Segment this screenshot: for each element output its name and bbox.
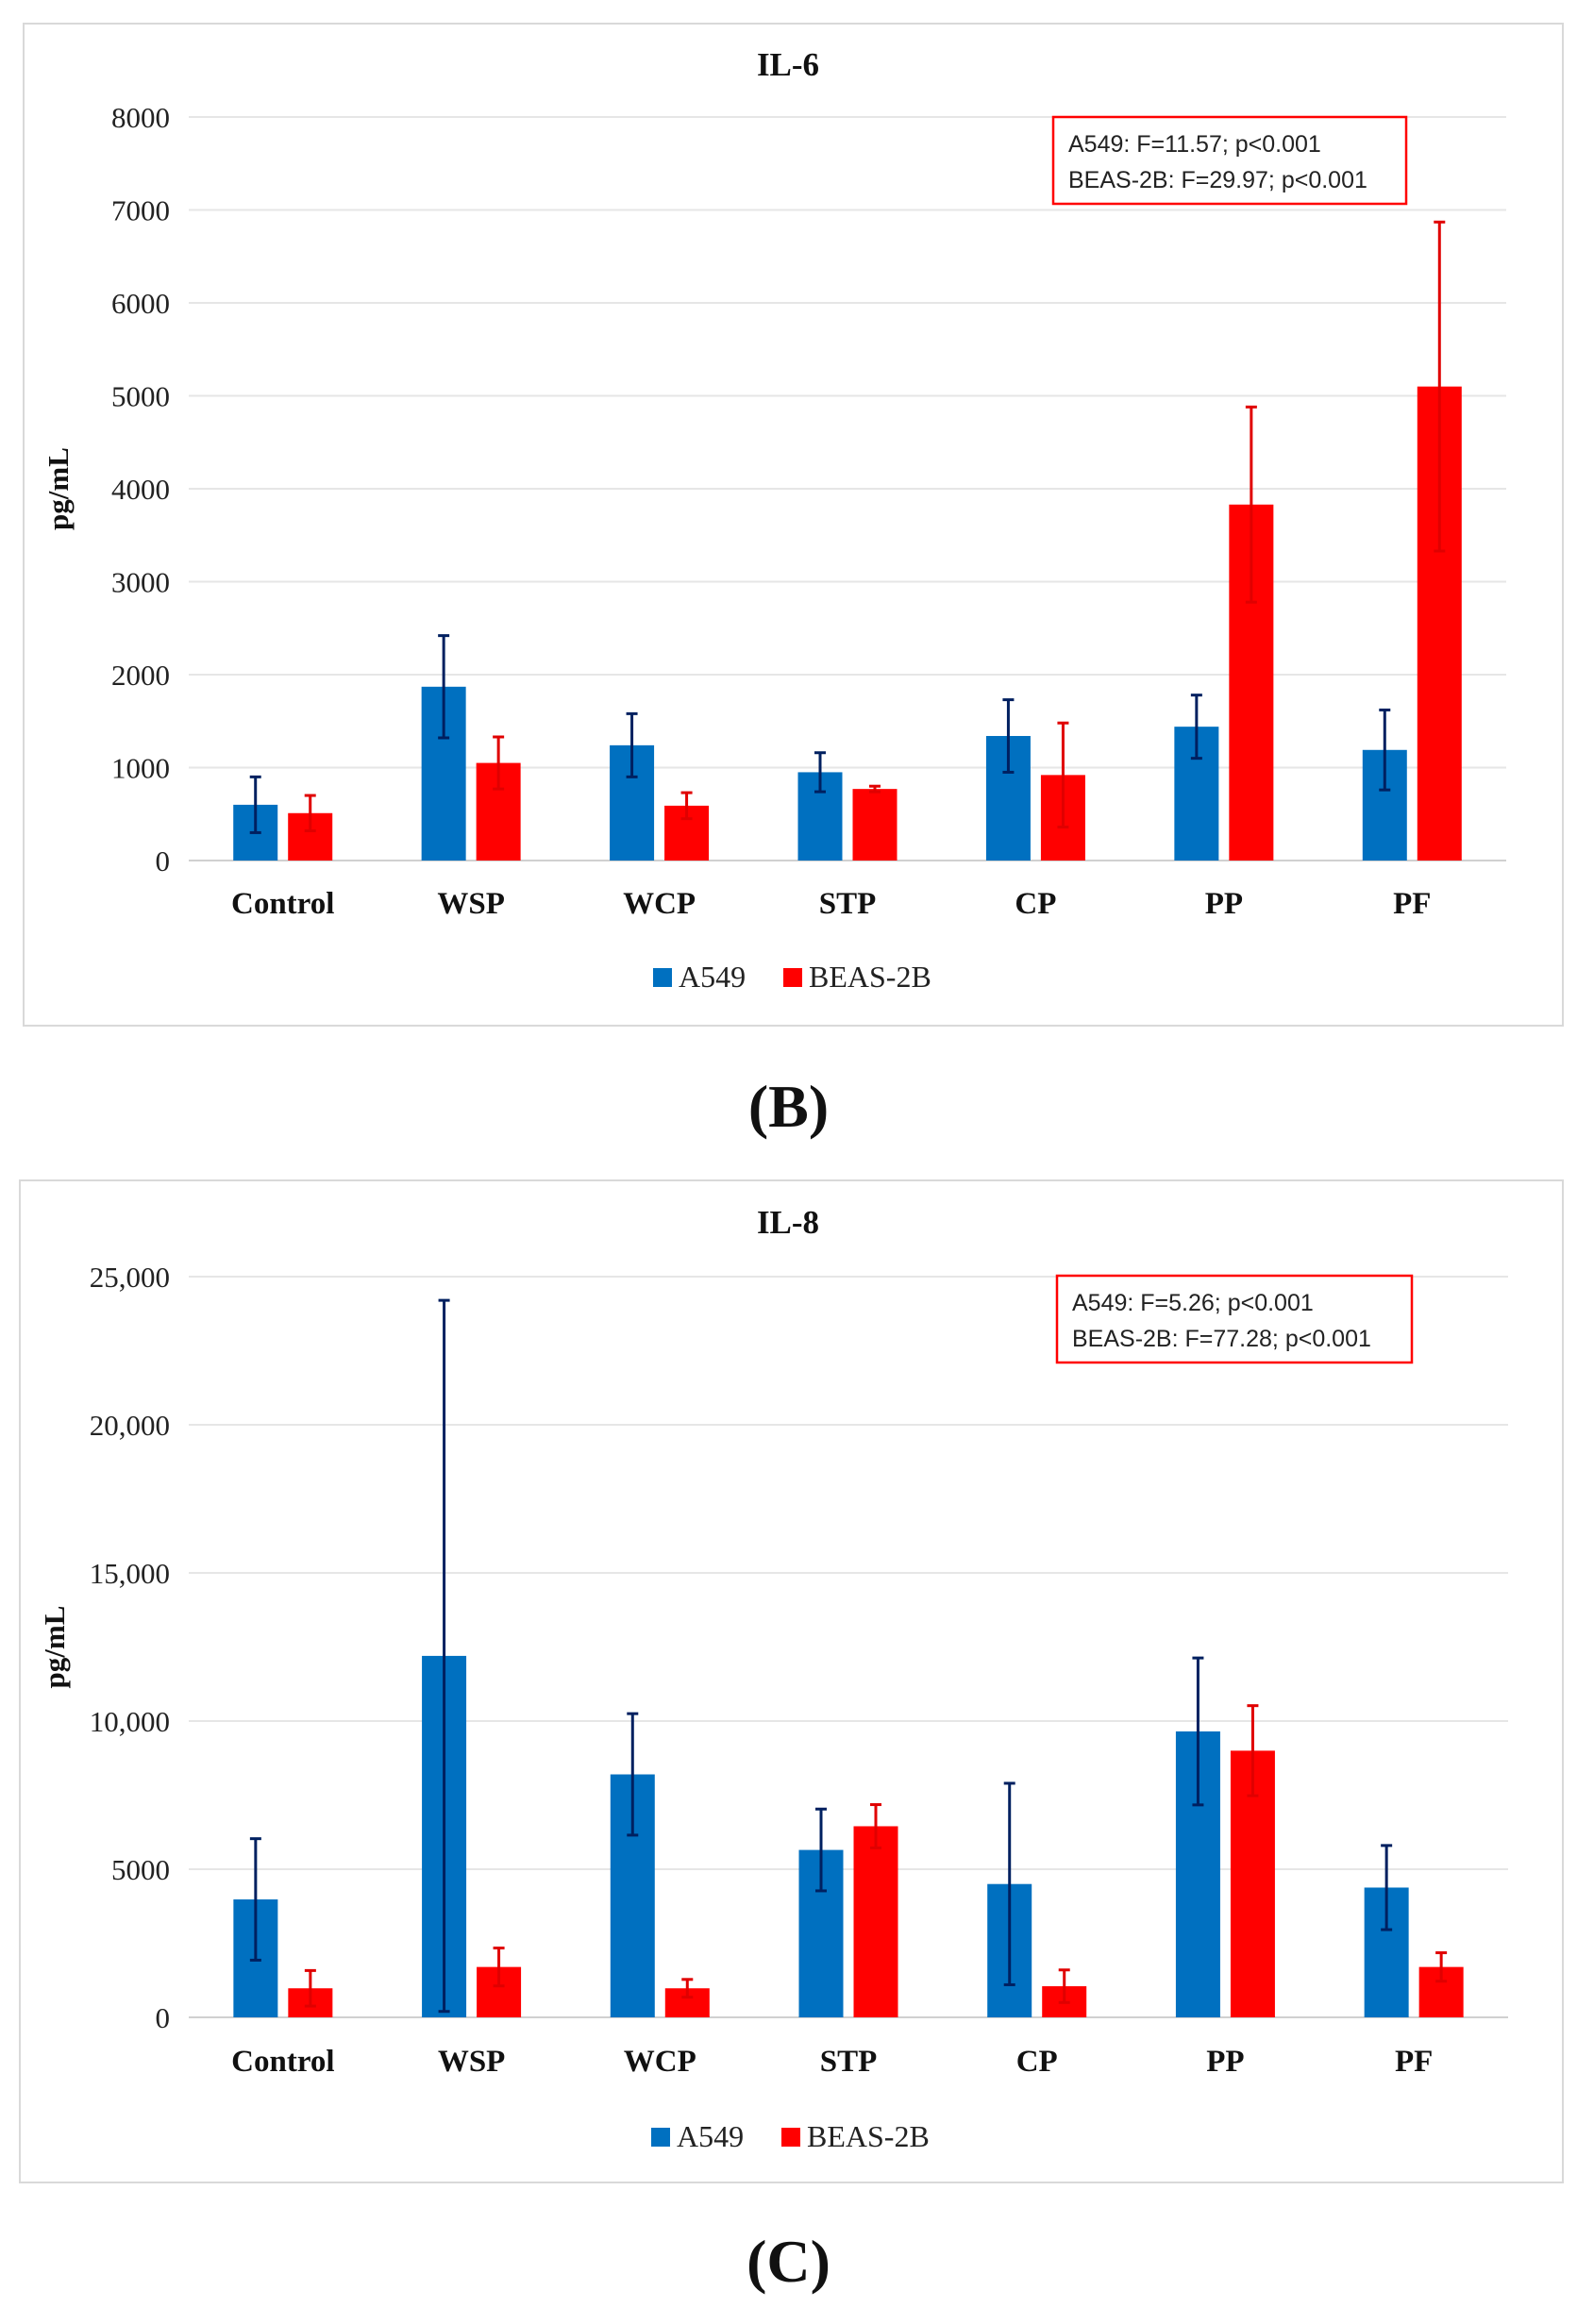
y-tick-label: 5000	[111, 1853, 170, 1886]
y-tick-label: 5000	[111, 380, 170, 413]
y-tick-label: 0	[156, 2001, 171, 2034]
category-label: WSP	[437, 887, 505, 921]
category-label: STP	[819, 887, 877, 921]
y-tick-label: 3000	[111, 566, 170, 599]
legend-swatch-a549	[653, 968, 672, 987]
category-label: PF	[1393, 887, 1431, 921]
beas2b-bar-stp	[853, 1826, 898, 2017]
category-label: PF	[1395, 2045, 1433, 2079]
y-tick-label: 2000	[111, 659, 170, 692]
y-tick-label: 6000	[111, 287, 170, 320]
category-label: WSP	[438, 2045, 506, 2079]
il8-bar-chart: 0 5000 10,000 15,000 20,000 25,000 IL-8 pg/mL Co…	[38, 1204, 1508, 2153]
legend-label: A549	[679, 960, 746, 994]
category-label: PP	[1206, 2045, 1244, 2079]
legend-swatch-a549	[651, 2128, 670, 2147]
category-label: WCP	[624, 2045, 696, 2079]
y-tick-label: 4000	[111, 473, 170, 506]
panel-label-c: (C)	[747, 2228, 830, 2295]
y-tick-label: 7000	[111, 194, 170, 227]
stats-annotation-line: BEAS-2B: F=29.97; p<0.001	[1068, 167, 1367, 193]
legend-swatch-beas2b	[781, 2128, 800, 2147]
y-tick-label: 20,000	[90, 1409, 170, 1442]
y-axis-label: pg/mL	[38, 1606, 71, 1689]
category-label: CP	[1015, 887, 1056, 921]
y-tick-label: 8000	[111, 101, 170, 134]
stats-annotation-line: A549: F=5.26; p<0.001	[1072, 1290, 1314, 1316]
il6-bar-chart: 0 1000 2000 3000 4000 5000 6000 7000 8000 IL-6 pg/…	[42, 46, 1506, 994]
category-label: Control	[231, 887, 334, 921]
category-label: STP	[820, 2045, 878, 2079]
y-tick-label: 0	[156, 844, 171, 878]
legend-label: BEAS-2B	[809, 960, 931, 994]
y-tick-label: 1000	[111, 752, 170, 785]
y-tick-label: 25,000	[90, 1261, 170, 1294]
stats-annotation-line: BEAS-2B: F=77.28; p<0.001	[1072, 1326, 1371, 1352]
category-label: Control	[231, 2045, 334, 2079]
panel-label-b: (B)	[747, 1073, 830, 1140]
y-axis-label: pg/mL	[42, 447, 75, 530]
il8-chart-panel: 0 5000 10,000 15,000 20,000 25,000 IL-8 pg/mL Co…	[0, 1170, 1577, 2217]
category-label: PP	[1205, 887, 1243, 921]
stats-annotation-box	[1055, 1274, 1414, 1364]
y-tick-label: 15,000	[90, 1557, 170, 1590]
category-label: CP	[1016, 2045, 1058, 2079]
beas2b-bar-stp	[852, 789, 898, 861]
il6-chart-panel: 0 1000 2000 3000 4000 5000 6000 7000 8000 IL-6 pg/…	[0, 0, 1577, 1047]
category-label: WCP	[623, 887, 696, 921]
chart-title: IL-8	[757, 1204, 819, 1241]
legend-label: BEAS-2B	[807, 2119, 930, 2153]
stats-annotation-line: A549: F=11.57; p<0.001	[1068, 131, 1321, 158]
chart-title: IL-6	[757, 46, 819, 83]
y-tick-label: 10,000	[90, 1705, 170, 1738]
legend-swatch-beas2b	[783, 968, 802, 987]
stats-annotation-box	[1051, 115, 1408, 206]
legend-label: A549	[677, 2119, 744, 2153]
